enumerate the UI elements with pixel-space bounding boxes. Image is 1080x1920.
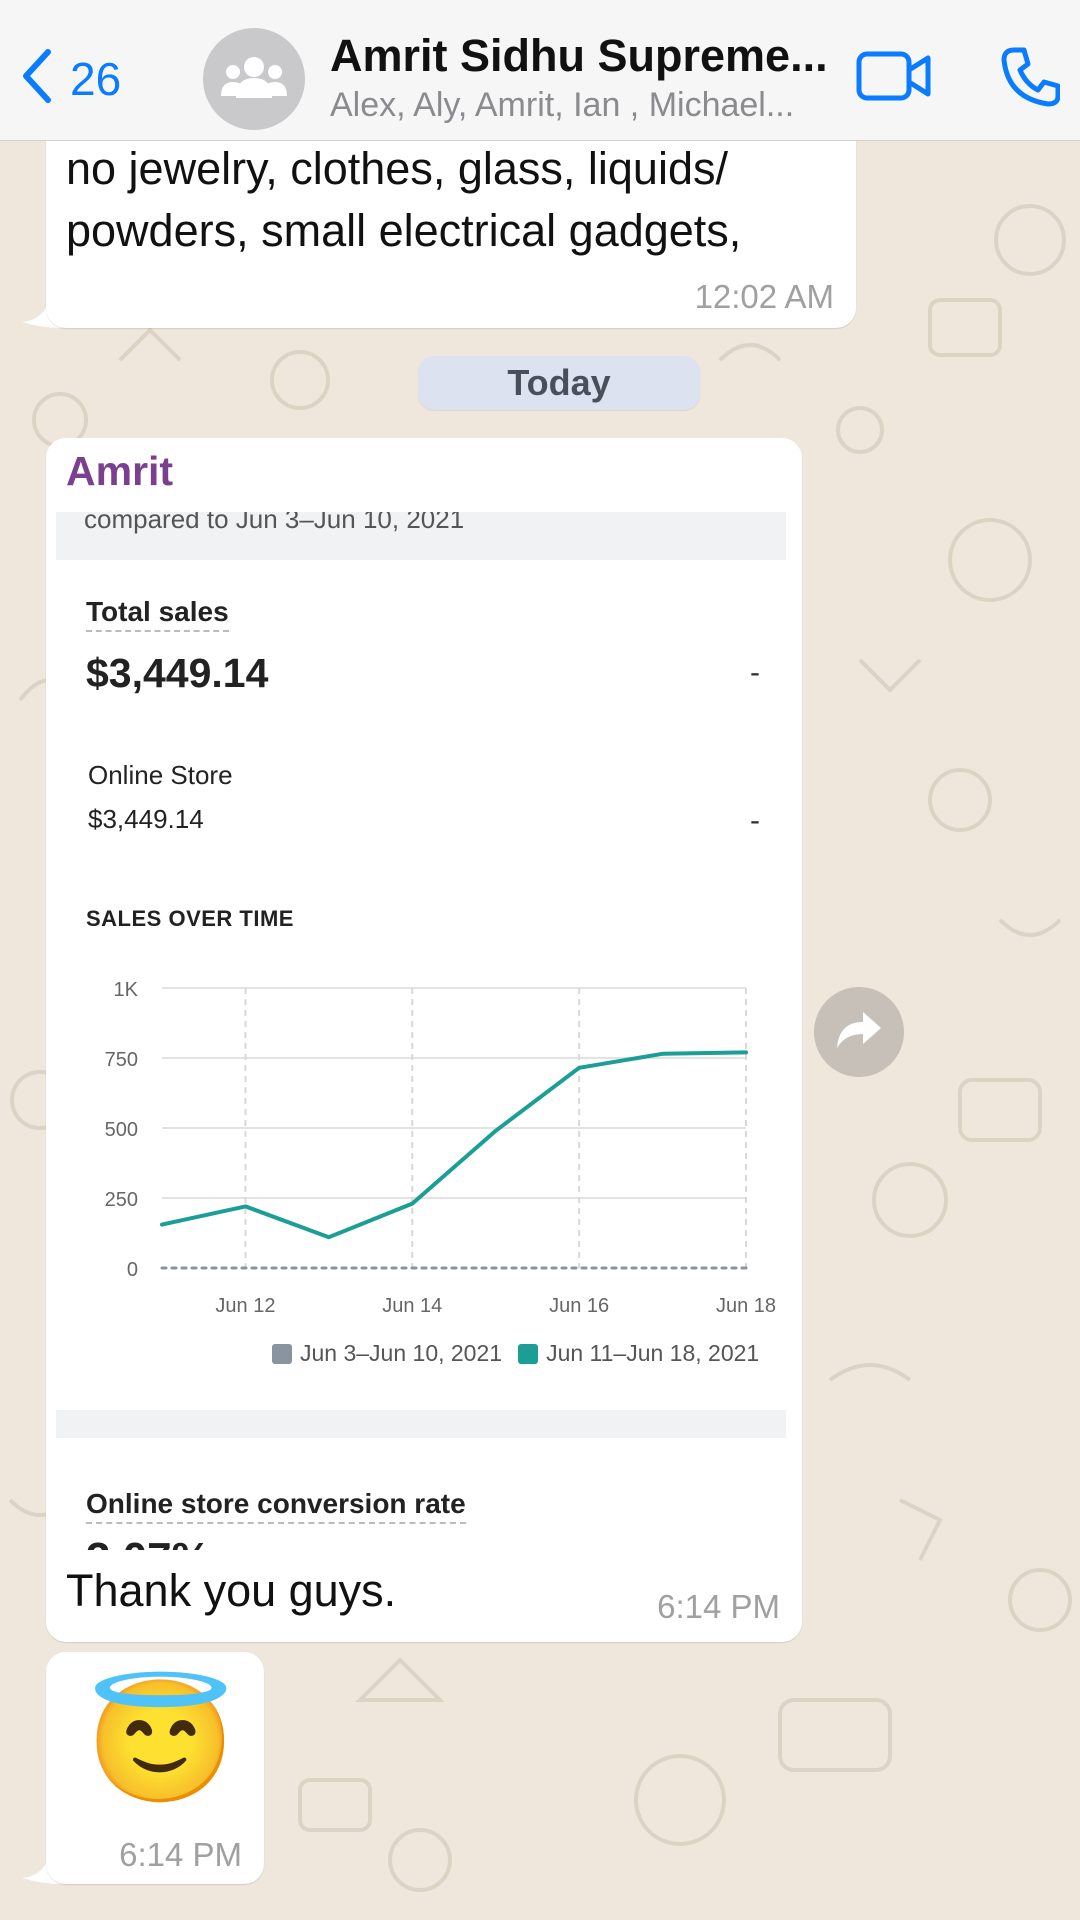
- online-store-label: Online Store: [88, 760, 233, 790]
- legend-swatch-current: [518, 1343, 539, 1364]
- compare-period-text: compared to Jun 3–Jun 10, 2021: [84, 512, 465, 534]
- sales-card: Total sales $3,449.14 - Online Store $3,…: [56, 560, 786, 1410]
- sales-over-time-chart: 0 250 500 750 1K Jun 12 Jun 14 Jun 16 Jun 18: [105, 979, 776, 1317]
- chevron-left-icon: [20, 48, 52, 109]
- forward-icon: [835, 1010, 883, 1055]
- message-time: 12:02 AM: [694, 278, 834, 315]
- x-tick-label: Jun 16: [549, 1295, 609, 1317]
- y-tick-label: 0: [127, 1259, 138, 1281]
- message-time: 6:14 PM: [119, 1836, 242, 1873]
- conversion-rate-value: 3.07%: [86, 1534, 211, 1550]
- video-call-button[interactable]: [856, 50, 932, 107]
- conversion-card: Online store conversion rate 3.07%: [56, 1438, 786, 1550]
- image-message-bubble[interactable]: Amrit compared to Jun 3–Jun 10, 2021 Tot…: [46, 438, 802, 1642]
- chat-participants[interactable]: Alex, Aly, Amrit, Ian , Michael...: [330, 86, 795, 124]
- message-text-line: no jewelry, clothes, glass, liquids/: [66, 143, 728, 194]
- y-tick-label: 250: [105, 1189, 138, 1211]
- group-icon: [219, 54, 289, 105]
- video-camera-icon: [856, 51, 932, 106]
- series-line-current: [160, 1050, 748, 1240]
- message-text-line: powders, small electrical gadgets,: [66, 205, 742, 256]
- message-time: 6:14 PM: [657, 1588, 780, 1625]
- unread-count: 26: [70, 52, 122, 105]
- conversion-rate-label: Online store conversion rate: [86, 1488, 466, 1524]
- avatar[interactable]: [203, 28, 305, 130]
- legend-label-current: Jun 11–Jun 18, 2021: [546, 1340, 760, 1366]
- message-bubble[interactable]: no jewelry, clothes, glass, liquids/ pow…: [46, 110, 856, 328]
- chart-legend: Jun 3–Jun 10, 2021 Jun 11–Jun 18, 2021: [272, 1340, 759, 1367]
- online-store-delta: -: [750, 804, 760, 837]
- y-tick-label: 500: [105, 1119, 138, 1141]
- sender-name[interactable]: Amrit: [66, 448, 174, 494]
- x-tick-label: Jun 18: [716, 1295, 776, 1317]
- legend-label-previous: Jun 3–Jun 10, 2021: [300, 1340, 503, 1366]
- halo-smiley-emoji: 😇: [86, 1675, 236, 1809]
- back-button[interactable]: 26: [20, 48, 121, 109]
- chat-title[interactable]: Amrit Sidhu Supreme...: [330, 30, 828, 81]
- legend-swatch-previous: [272, 1343, 292, 1364]
- total-sales-value: $3,449.14: [86, 650, 269, 696]
- chat-header: 26 Amrit Sidhu Supreme... Alex, Aly, Amr…: [0, 0, 1080, 141]
- message-caption: Thank you guys.: [66, 1565, 397, 1616]
- voice-call-button[interactable]: [1000, 46, 1061, 113]
- online-store-value: $3,449.14: [88, 804, 204, 834]
- y-tick-label: 750: [105, 1049, 138, 1071]
- x-tick-label: Jun 14: [382, 1295, 442, 1317]
- x-tick-label: Jun 12: [215, 1295, 275, 1317]
- y-tick-label: 1K: [114, 979, 139, 1001]
- total-sales-label: Total sales: [86, 596, 229, 632]
- shared-screenshot[interactable]: compared to Jun 3–Jun 10, 2021 Total sal…: [56, 512, 786, 1550]
- chart-section-title: SALES OVER TIME: [86, 906, 294, 931]
- phone-icon: [1000, 47, 1061, 112]
- forward-button[interactable]: [814, 987, 904, 1077]
- date-separator: Today: [418, 356, 700, 410]
- emoji-message-bubble[interactable]: 😇 6:14 PM: [46, 1652, 264, 1884]
- total-sales-delta: -: [750, 656, 760, 689]
